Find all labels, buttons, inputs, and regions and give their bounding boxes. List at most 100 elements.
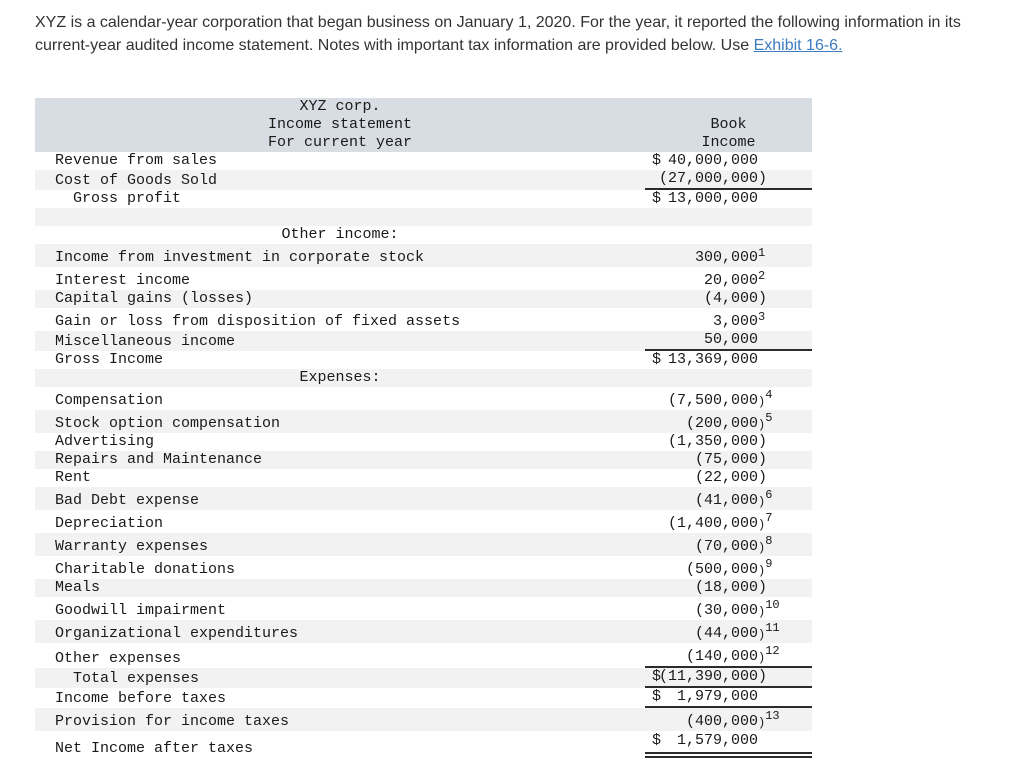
row-label: Interest income <box>55 272 191 289</box>
value-number: (140,000 <box>685 648 758 665</box>
row-value: (75,000) <box>645 451 812 469</box>
statement-row: Stock option compensation (200,000)5 <box>35 410 812 433</box>
statement-row: Total expenses $ (11,390,000) <box>35 668 812 688</box>
row-value: (30,000)10 <box>645 597 812 620</box>
statement-rows: Revenue from sales $40,000,000 Cost of Goo… <box>35 152 812 758</box>
closing-paren: ) <box>758 579 768 596</box>
closing-paren: ) <box>758 495 766 509</box>
row-value: (500,000)9 <box>645 556 812 579</box>
value-number: 50,000 <box>703 331 758 348</box>
value-number: 300,000 <box>694 249 758 266</box>
row-label: Meals <box>55 579 101 596</box>
value-number: (27,000,000 <box>658 170 758 187</box>
statement-row: Gross Income $13,369,000 <box>35 351 812 369</box>
row-label: Organizational expenditures <box>55 625 299 642</box>
section-row: Expenses: <box>35 369 812 387</box>
blank-row <box>35 208 812 226</box>
footnote-ref: 8 <box>765 534 773 548</box>
row-value: $13,369,000 <box>645 351 812 369</box>
row-label: Advertising <box>55 433 155 450</box>
footnote-ref: 3 <box>758 310 766 324</box>
exhibit-link[interactable]: Exhibit 16-6. <box>753 37 843 54</box>
row-label: Revenue from sales <box>55 152 218 169</box>
statement-row: Cost of Goods Sold (27,000,000) <box>35 170 812 190</box>
value-number: (22,000 <box>694 469 758 486</box>
closing-paren: ) <box>758 651 766 665</box>
value-number: (1,350,000 <box>667 433 758 450</box>
statement-row: Net Income after taxes $1,579,000 <box>35 731 812 758</box>
row-value: $1,579,000 <box>645 731 812 758</box>
value-number: (75,000 <box>694 451 758 468</box>
row-value: (27,000,000) <box>645 170 812 190</box>
row-label: Compensation <box>55 392 164 409</box>
statement-row: Goodwill impairment (30,000)10 <box>35 597 812 620</box>
row-label <box>35 208 645 226</box>
value-number: (44,000 <box>694 625 758 642</box>
statement-row: Gain or loss from disposition of fixed a… <box>35 308 812 331</box>
value-number: 20,000 <box>703 272 758 289</box>
section-label: Other income: <box>281 226 399 243</box>
row-value: (70,000)8 <box>645 533 812 556</box>
row-label: Stock option compensation <box>55 415 281 432</box>
section-row: Other income: <box>35 226 812 244</box>
closing-paren: ) <box>758 395 766 409</box>
statement-row: Depreciation (1,400,000)7 <box>35 510 812 533</box>
closing-paren: ) <box>758 170 768 187</box>
footnote-ref: 13 <box>765 709 780 723</box>
statement-row: Repairs and Maintenance (75,000) <box>35 451 812 469</box>
dollar-sign: $ <box>652 152 662 169</box>
value-number: (70,000 <box>694 538 758 555</box>
statement-row: Miscellaneous income 50,000 <box>35 331 812 351</box>
value-number: (1,400,000 <box>667 515 758 532</box>
statement-row: Other expenses (140,000)12 <box>35 643 812 668</box>
row-value: 300,000 1 <box>645 244 812 267</box>
row-value: (41,000)6 <box>645 487 812 510</box>
closing-paren: ) <box>758 668 768 685</box>
row-label: Charitable donations <box>55 561 236 578</box>
statement-row: Bad Debt expense (41,000)6 <box>35 487 812 510</box>
row-label: Income from investment in corporate stoc… <box>55 249 425 266</box>
row-label: Warranty expenses <box>55 538 209 555</box>
footnote-ref: 2 <box>758 269 766 283</box>
statement-row: Interest income 20,000 2 <box>35 267 812 290</box>
statement-title-line: For current year <box>267 134 413 151</box>
row-value: $ (11,390,000) <box>645 668 812 688</box>
footnote-ref: 12 <box>765 644 780 658</box>
row-label: Cost of Goods Sold <box>55 172 218 189</box>
closing-paren: ) <box>758 418 766 432</box>
row-value: (1,400,000)7 <box>645 510 812 533</box>
footnote-ref: 11 <box>765 621 780 635</box>
statement-title: XYZ corp. Income statement For current y… <box>35 98 645 152</box>
closing-paren: ) <box>758 451 768 468</box>
intro-text: XYZ is a calendar-year corporation that … <box>35 14 961 54</box>
value-number: (200,000 <box>685 415 758 432</box>
closing-paren: ) <box>758 290 768 307</box>
row-label: Net Income after taxes <box>55 740 254 757</box>
footnote-ref: 7 <box>765 511 773 525</box>
row-label: Gain or loss from disposition of fixed a… <box>55 313 461 330</box>
value-number: (500,000 <box>685 561 758 578</box>
row-label: Rent <box>55 469 92 486</box>
footnote-ref: 10 <box>765 598 780 612</box>
value-column-header-line: Income <box>701 134 756 151</box>
value-number: 13,000,000 <box>667 190 758 207</box>
row-value: (140,000)12 <box>645 643 812 668</box>
statement-row: Meals (18,000) <box>35 579 812 597</box>
dollar-sign: $ <box>652 190 662 207</box>
row-value: (44,000)11 <box>645 620 812 643</box>
row-label: Gross profit <box>73 190 182 207</box>
closing-paren: ) <box>758 605 766 619</box>
footnote-ref: 4 <box>765 388 773 402</box>
value-column-header-line: Book <box>710 116 747 133</box>
statement-row: Organizational expenditures (44,000)11 <box>35 620 812 643</box>
value-number: 1,579,000 <box>676 732 758 749</box>
closing-paren: ) <box>758 564 766 578</box>
closing-paren: ) <box>758 433 768 450</box>
value-number: (11,390,000 <box>658 668 758 685</box>
closing-paren: ) <box>758 541 766 555</box>
row-label: Capital gains (losses) <box>55 290 254 307</box>
footnote-ref: 1 <box>758 246 766 260</box>
value-number: (30,000 <box>694 602 758 619</box>
statement-title-line: XYZ corp. <box>299 98 381 115</box>
dollar-sign: $ <box>652 351 662 368</box>
